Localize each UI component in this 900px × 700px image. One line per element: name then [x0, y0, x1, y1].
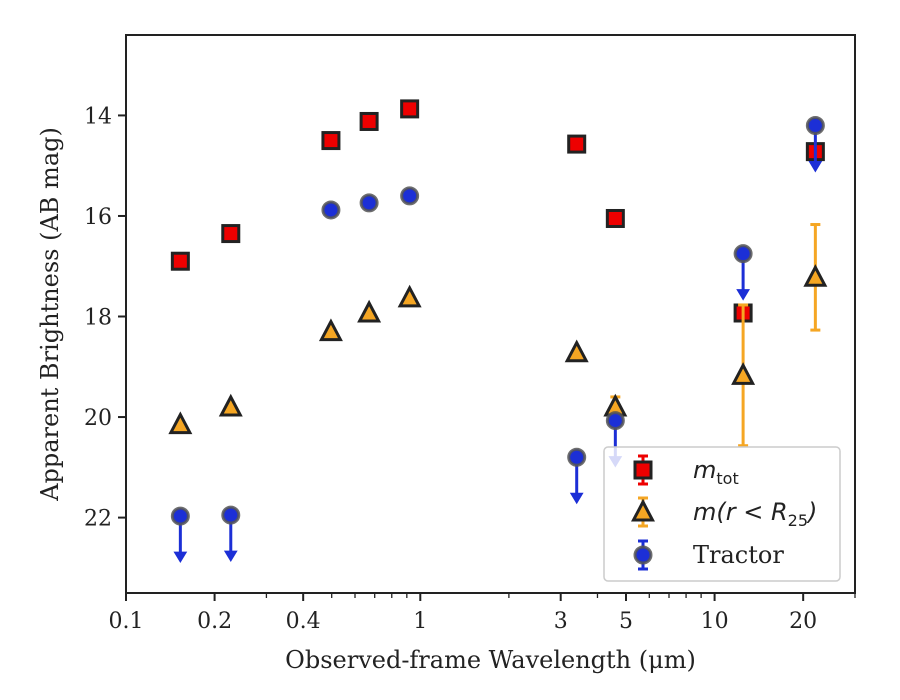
x-tick-label: 10 — [701, 609, 729, 634]
x-tick-label: 0.2 — [197, 609, 232, 634]
mtot-point — [359, 111, 379, 131]
plot-frame — [125, 34, 856, 594]
x-axis-title: Observed-frame Wavelength (μm) — [285, 646, 696, 674]
mr25-point — [218, 393, 243, 417]
mtot-point — [400, 99, 420, 119]
mtot-legend-marker — [633, 460, 653, 480]
mtot-point — [605, 208, 625, 228]
tractor-point — [321, 200, 341, 220]
tractor-point — [359, 193, 379, 213]
upper-limit-arrowhead — [173, 551, 188, 564]
y-tick-label: 16 — [84, 205, 112, 230]
mr25-point — [318, 318, 343, 342]
upper-limit-arrowhead — [736, 289, 750, 301]
x-tick-label: 20 — [789, 609, 817, 634]
x-tick-label: 0.4 — [286, 609, 321, 634]
tractor-point — [400, 186, 420, 206]
legend: mtot m(r < R25) Tractor — [603, 446, 841, 582]
y-tick-label: 18 — [84, 306, 112, 331]
mtot-point — [221, 224, 241, 244]
upper-limit-arrowhead — [808, 160, 823, 173]
mr25-legend-marker — [631, 498, 655, 522]
mr25-point — [564, 339, 589, 363]
mr25-point — [803, 264, 828, 287]
y-tick-label: 20 — [84, 406, 112, 431]
legend-label-mtot: mtot — [693, 456, 739, 488]
mtot-point — [321, 131, 341, 151]
tractor-legend-marker — [633, 545, 653, 565]
x-tick-label: 5 — [619, 609, 633, 634]
mr25-point — [357, 299, 382, 323]
tractor-point — [567, 447, 587, 467]
mtot-point — [170, 251, 190, 271]
mr25-point — [731, 362, 756, 385]
legend-box — [603, 446, 841, 582]
tractor-point — [733, 244, 753, 264]
legend-label-mr25: m(r < R25) — [693, 498, 817, 530]
upper-limit-arrowhead — [569, 492, 584, 505]
mr25-point — [397, 284, 422, 308]
tractor-point — [805, 115, 825, 135]
mtot-point — [567, 134, 587, 154]
tractor-point — [170, 506, 190, 526]
x-tick-label: 0.1 — [109, 609, 144, 634]
tractor-point — [605, 411, 625, 431]
upper-limit-arrowhead — [223, 550, 238, 563]
y-tick-label: 22 — [84, 507, 112, 532]
mr25-point — [168, 411, 193, 435]
y-tick-label: 14 — [84, 104, 112, 129]
legend-label-tractor: Tractor — [693, 541, 784, 569]
tractor-point — [221, 505, 241, 525]
y-axis-title: Apparent Brightness (AB mag) — [36, 127, 64, 502]
x-tick-label: 3 — [554, 609, 568, 634]
x-tick-label: 1 — [413, 609, 427, 634]
